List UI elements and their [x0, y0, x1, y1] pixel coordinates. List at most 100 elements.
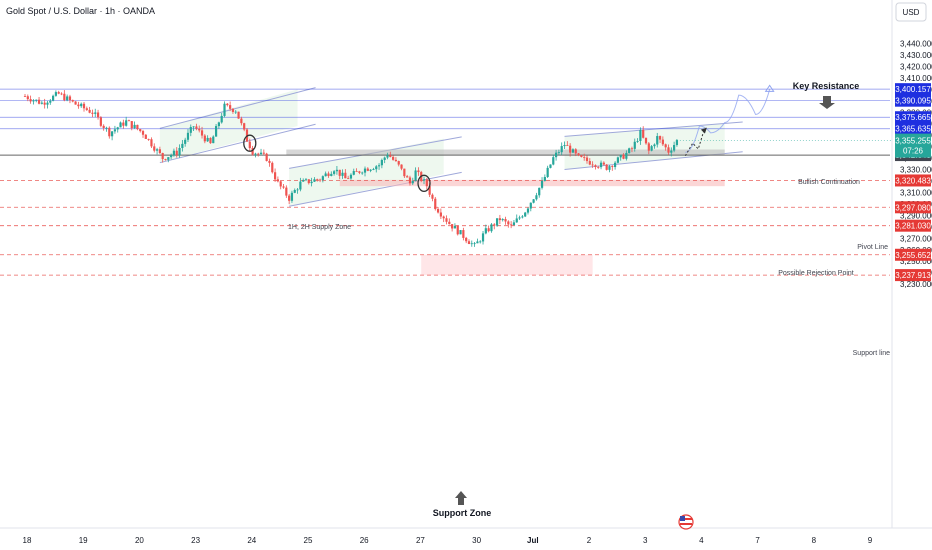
level-price-badge-9[interactable] — [895, 269, 931, 282]
zone-rect-0[interactable] — [286, 149, 725, 156]
level-price-badge-3[interactable] — [895, 122, 931, 135]
candle-body — [484, 228, 487, 234]
candle-body — [521, 216, 524, 218]
candle-body — [290, 192, 294, 201]
level-price-badge-5[interactable] — [895, 174, 931, 187]
candle-body — [324, 173, 327, 177]
candle-body — [414, 170, 417, 181]
candle-body — [285, 187, 288, 196]
candle-body — [147, 138, 150, 140]
reversal-marker-0[interactable] — [243, 134, 257, 152]
candle-body — [209, 137, 212, 144]
candle-body — [434, 198, 437, 210]
candle-body — [349, 174, 353, 179]
candle-body — [462, 230, 465, 238]
candle-body — [200, 130, 204, 136]
level-price-badge-7[interactable] — [895, 219, 931, 232]
projection-path[interactable] — [685, 89, 771, 153]
supply-zone-label: 1H, 2H Supply Zone — [288, 224, 351, 231]
candle-body — [664, 144, 667, 148]
level-price-text-2: 3,375.665 — [895, 113, 931, 122]
candle-body — [557, 152, 560, 154]
candle-body — [226, 103, 229, 106]
candle-body — [667, 147, 670, 153]
candle-body — [451, 224, 454, 229]
candle-body — [296, 189, 299, 191]
current-price-badge[interactable] — [895, 133, 931, 158]
countdown-text: 07:26 — [903, 147, 924, 156]
level-price-badge-0[interactable] — [895, 83, 931, 96]
candle-body — [262, 152, 265, 154]
candle-body — [254, 153, 257, 155]
candle-body — [431, 194, 434, 199]
zone-rect-2[interactable] — [421, 254, 593, 276]
candle-body — [91, 112, 94, 114]
candle-body — [347, 178, 350, 180]
candle-body — [333, 171, 336, 174]
current-price-text: 3,355.255 — [895, 137, 931, 146]
candle-body — [203, 135, 206, 142]
candle-body — [158, 149, 161, 154]
candle-body — [105, 127, 108, 129]
reversal-marker-1[interactable] — [417, 174, 431, 192]
candle-body — [49, 100, 52, 103]
candle-body — [608, 166, 611, 170]
candle-body — [535, 195, 538, 200]
candle-body — [71, 100, 74, 102]
candle-body — [195, 126, 198, 129]
candle-body — [223, 103, 226, 116]
level-price-badge-8[interactable] — [895, 248, 931, 261]
candle-body — [316, 179, 319, 181]
candle-body — [313, 179, 316, 182]
level-price-badge-1[interactable] — [895, 94, 931, 107]
candle-body — [189, 127, 192, 133]
x-tick-label: 3 — [643, 536, 648, 545]
candle-body — [352, 171, 355, 175]
candle-body — [428, 186, 431, 195]
candle-body — [66, 96, 69, 101]
forecast-path[interactable] — [684, 130, 705, 157]
candle-body — [271, 162, 274, 173]
candle-body — [656, 136, 659, 145]
channel-upper-line-2[interactable] — [564, 121, 743, 137]
possible-rejection-label: Possible Rejection Point — [778, 270, 854, 277]
candle-body — [622, 154, 625, 159]
candle-body — [172, 150, 176, 156]
level-price-badge-2[interactable] — [895, 111, 931, 124]
candle-body — [293, 190, 296, 193]
candle-body — [633, 141, 636, 149]
candle-body — [481, 233, 485, 242]
candle-body — [510, 224, 513, 226]
candle-body — [344, 172, 347, 179]
candle-body — [583, 156, 586, 158]
level-price-badge-6[interactable] — [895, 201, 931, 214]
x-tick-label: 2 — [587, 536, 592, 545]
candle-body — [394, 159, 398, 162]
zone-rect-1[interactable] — [339, 179, 725, 187]
candle-body — [465, 237, 468, 242]
candle-body — [422, 179, 426, 181]
channel-lower-line-0[interactable] — [159, 123, 316, 164]
candle-body — [161, 153, 164, 160]
candle-body — [358, 171, 361, 173]
y-tick-label: 3,310.000 — [900, 188, 932, 197]
candle-body — [574, 149, 577, 154]
channel-upper-line-0[interactable] — [159, 87, 316, 129]
chart-title: Gold Spot / U.S. Dollar · 1h · OANDA — [6, 6, 155, 16]
forecast-arrow-icon — [700, 127, 707, 134]
candle-body — [153, 146, 156, 151]
candle-body — [125, 120, 128, 126]
candle-body — [231, 108, 235, 112]
candle-body — [546, 167, 549, 178]
candle-body — [611, 166, 614, 168]
currency-button[interactable] — [895, 2, 927, 22]
candle-body — [456, 225, 459, 235]
candle-body — [175, 150, 178, 155]
candle-body — [543, 177, 546, 181]
candle-body — [119, 122, 122, 128]
candle-body — [60, 93, 63, 95]
y-tick-label: 3,430.000 — [900, 51, 932, 60]
channel-lower-line-1[interactable] — [289, 171, 462, 207]
y-tick-label: 3,290.000 — [900, 211, 932, 220]
